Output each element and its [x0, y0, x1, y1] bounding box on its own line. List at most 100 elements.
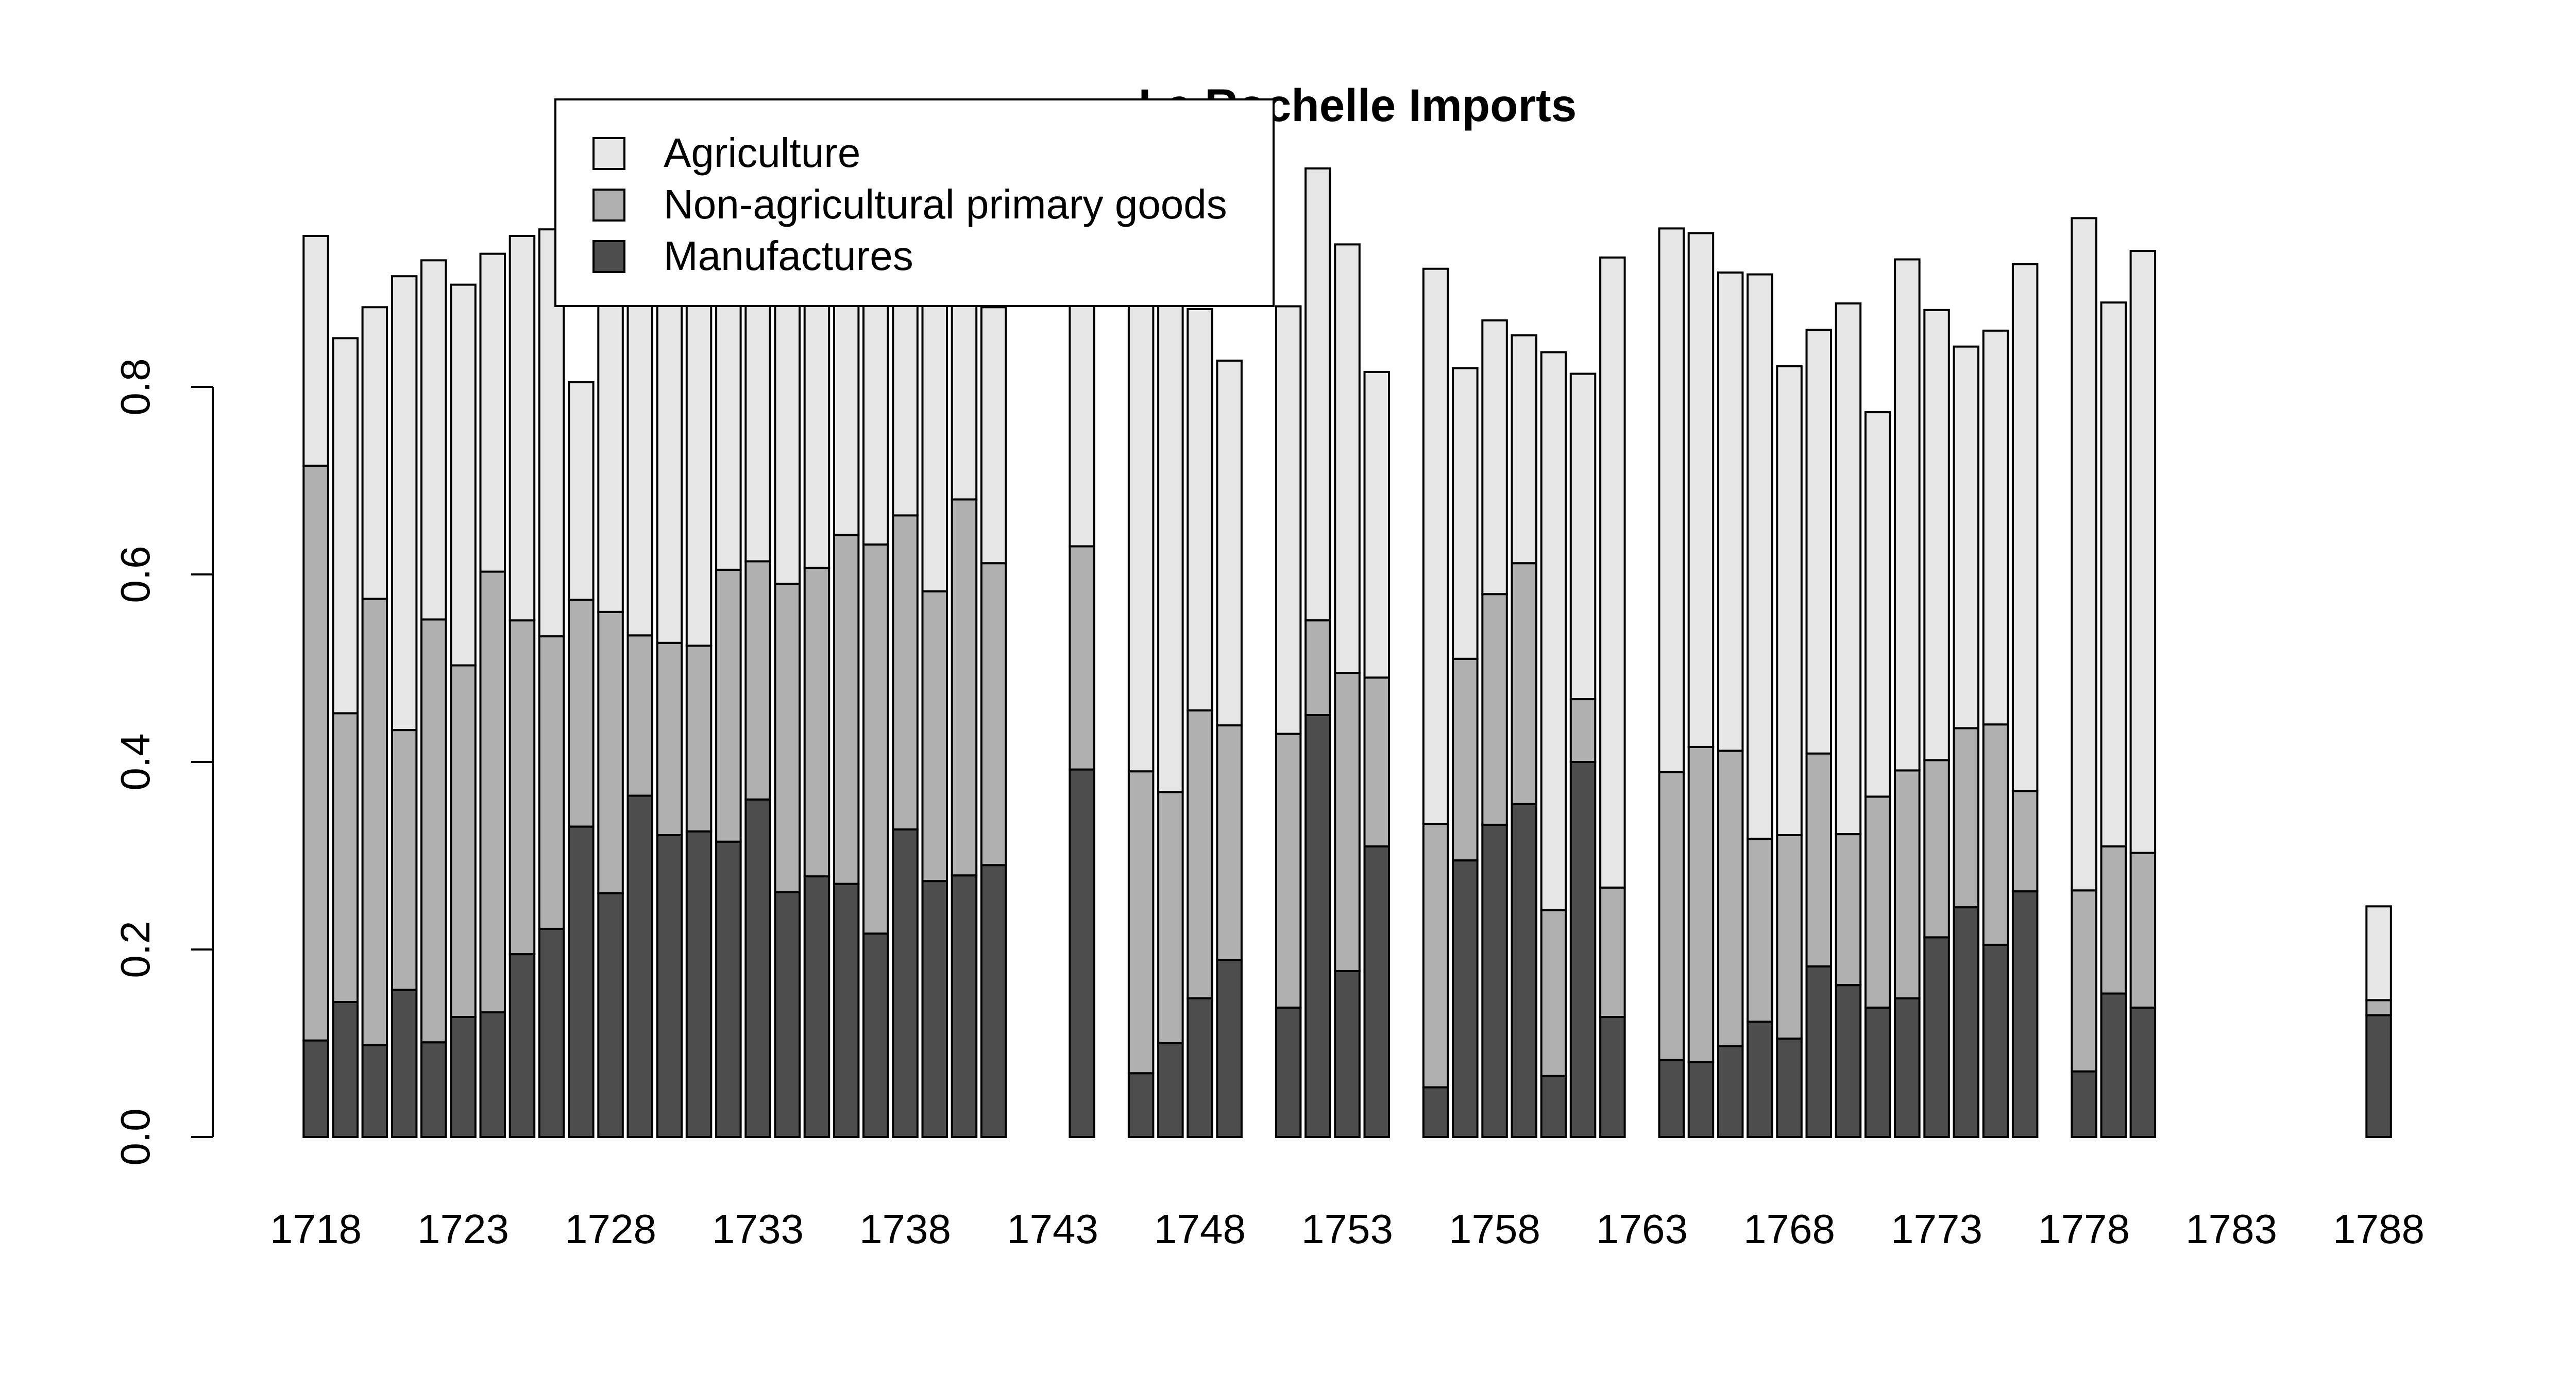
bar-1775-manufactures [1982, 943, 2009, 1139]
bar-1744-manufactures [1069, 768, 1095, 1138]
bar-1751-non-agricultural-primary-goods [1275, 733, 1302, 1009]
legend-box [554, 98, 1275, 307]
bar-1768-non-agricultural-primary-goods [1776, 834, 1803, 1040]
bar-1780-agriculture [2129, 250, 2157, 854]
bar-1769-manufactures [1805, 965, 1832, 1139]
bar-1762-agriculture [1599, 256, 1626, 889]
bar-1735-non-agricultural-primary-goods [803, 567, 831, 878]
x-tick-label: 1788 [2333, 1206, 2425, 1252]
bar-1771-agriculture [1864, 411, 1891, 798]
bar-1764-manufactures [1658, 1059, 1685, 1139]
bar-1770-non-agricultural-primary-goods [1835, 833, 1862, 987]
bar-1737-non-agricultural-primary-goods [862, 543, 889, 935]
bar-1752-non-agricultural-primary-goods [1304, 619, 1331, 716]
bar-1764-non-agricultural-primary-goods [1658, 771, 1685, 1061]
bar-1723-non-agricultural-primary-goods [450, 664, 477, 1018]
bar-1739-manufactures [921, 880, 948, 1138]
bar-1780-manufactures [2129, 1006, 2157, 1139]
bar-1767-non-agricultural-primary-goods [1747, 838, 1773, 1023]
bar-1736-agriculture [833, 261, 860, 536]
bar-1769-non-agricultural-primary-goods [1805, 752, 1832, 968]
bar-1761-manufactures [1569, 761, 1597, 1138]
bar-1721-non-agricultural-primary-goods [391, 729, 418, 991]
bar-1748-agriculture [1187, 308, 1213, 711]
bar-1759-agriculture [1511, 334, 1537, 565]
bar-1739-non-agricultural-primary-goods [921, 590, 948, 883]
bar-1738-manufactures [892, 828, 919, 1138]
bar-1769-agriculture [1805, 329, 1832, 755]
x-tick-label: 1738 [859, 1206, 951, 1252]
legend-swatch-manufactures [592, 240, 625, 273]
bar-1772-manufactures [1894, 997, 1921, 1138]
bar-1772-non-agricultural-primary-goods [1894, 769, 1921, 999]
bar-1776-manufactures [2011, 890, 2039, 1138]
x-tick-label: 1758 [1449, 1206, 1540, 1252]
bar-1729-non-agricultural-primary-goods [626, 634, 653, 797]
bar-1718-manufactures [302, 1039, 329, 1138]
bar-1732-agriculture [715, 281, 742, 571]
bar-1731-manufactures [685, 830, 713, 1138]
bar-1737-manufactures [862, 932, 889, 1138]
bar-1747-manufactures [1157, 1042, 1184, 1138]
bar-1776-non-agricultural-primary-goods [2011, 790, 2039, 893]
bar-1767-manufactures [1747, 1021, 1773, 1138]
bar-1762-non-agricultural-primary-goods [1599, 886, 1626, 1019]
bar-1721-manufactures [391, 989, 418, 1139]
y-tick-label: 0.6 [112, 546, 158, 603]
bar-1740-manufactures [951, 874, 978, 1138]
bar-1733-manufactures [744, 798, 771, 1139]
bar-1730-manufactures [656, 834, 683, 1138]
bar-1728-manufactures [597, 892, 624, 1139]
bar-1766-agriculture [1717, 272, 1744, 752]
bar-1764-agriculture [1658, 227, 1685, 773]
bar-1722-manufactures [420, 1041, 447, 1138]
bar-1788-non-agricultural-primary-goods [2365, 999, 2392, 1016]
bar-1770-manufactures [1835, 984, 1862, 1138]
bar-1761-non-agricultural-primary-goods [1569, 698, 1597, 763]
bar-1718-agriculture [302, 235, 329, 467]
bar-1734-non-agricultural-primary-goods [774, 583, 801, 893]
legend-swatch-agriculture [592, 137, 625, 170]
bar-1776-agriculture [2011, 263, 2039, 792]
legend-swatch-non-agricultural [592, 189, 625, 222]
y-tick-label: 0.4 [112, 733, 158, 790]
bar-1759-manufactures [1511, 803, 1537, 1138]
bar-1760-agriculture [1540, 351, 1567, 911]
bar-1773-agriculture [1923, 309, 1950, 761]
bar-1779-agriculture [2100, 301, 2127, 847]
bar-1773-manufactures [1923, 936, 1950, 1139]
bar-1724-non-agricultural-primary-goods [479, 570, 506, 1013]
bar-1724-manufactures [479, 1011, 506, 1139]
bar-1719-agriculture [332, 337, 359, 715]
bar-1760-non-agricultural-primary-goods [1540, 909, 1567, 1077]
bar-1740-non-agricultural-primary-goods [951, 498, 978, 877]
bar-1746-manufactures [1127, 1072, 1155, 1138]
bar-1778-agriculture [2071, 217, 2097, 892]
bar-1746-non-agricultural-primary-goods [1127, 770, 1155, 1075]
bar-1788-agriculture [2365, 905, 2392, 1002]
bar-1788-manufactures [2365, 1014, 2392, 1139]
bar-1720-non-agricultural-primary-goods [361, 598, 388, 1046]
bar-1746-agriculture [1127, 301, 1155, 773]
bar-1723-agriculture [450, 283, 477, 667]
bar-1771-manufactures [1864, 1006, 1891, 1139]
bar-1765-agriculture [1687, 232, 1715, 748]
bar-1753-agriculture [1334, 243, 1361, 674]
bar-1732-manufactures [715, 840, 742, 1138]
y-tick-label: 0.0 [112, 1108, 158, 1165]
bar-1778-manufactures [2071, 1070, 2097, 1139]
bar-1751-manufactures [1275, 1006, 1302, 1139]
bar-1744-agriculture [1069, 287, 1095, 548]
bar-1748-manufactures [1187, 997, 1213, 1138]
x-tick-label: 1783 [2185, 1206, 2277, 1252]
x-tick-label: 1778 [2038, 1206, 2130, 1252]
bar-1719-manufactures [332, 1000, 359, 1139]
bar-1727-agriculture [568, 381, 595, 601]
bar-1754-non-agricultural-primary-goods [1363, 676, 1390, 847]
x-tick-label: 1773 [1891, 1206, 1982, 1252]
bar-1779-manufactures [2100, 992, 2127, 1138]
bars-group [302, 167, 2392, 1139]
bar-1720-manufactures [361, 1044, 388, 1138]
bar-1760-manufactures [1540, 1075, 1567, 1138]
bar-1732-non-agricultural-primary-goods [715, 568, 742, 843]
